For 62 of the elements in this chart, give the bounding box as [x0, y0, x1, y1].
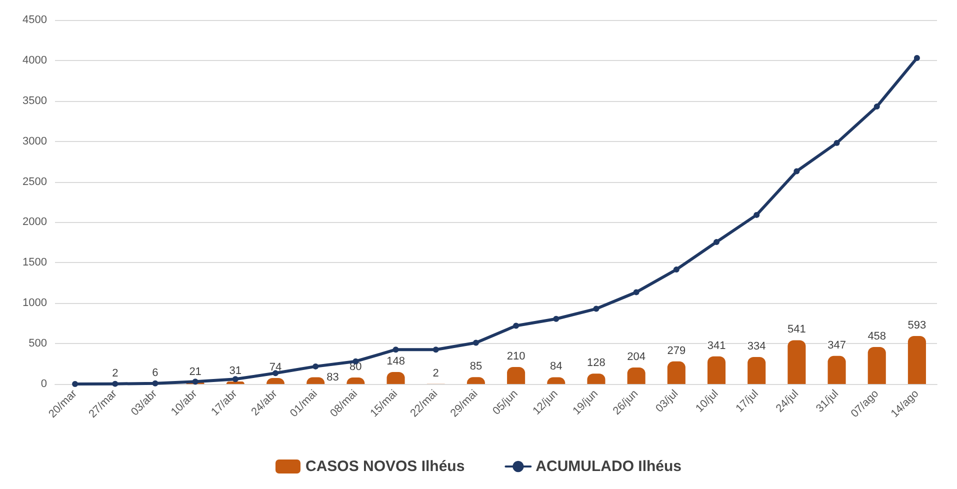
data-label: 279: [667, 344, 686, 357]
data-label: 334: [747, 340, 766, 352]
point: [112, 380, 118, 387]
point: [472, 340, 479, 346]
y-tick-label: 4000: [22, 54, 47, 66]
point: [794, 168, 800, 174]
bar: [748, 356, 766, 384]
data-label: 341: [707, 340, 726, 352]
y-tick-label: 1000: [22, 297, 47, 310]
data-label: 541: [788, 324, 806, 336]
bar: [667, 361, 686, 384]
y-tick-label: 2000: [22, 216, 47, 228]
point: [593, 306, 600, 312]
point: [834, 140, 840, 146]
point: [714, 239, 720, 246]
data-label: 31: [229, 364, 242, 377]
point: [192, 378, 198, 385]
bar: [868, 346, 886, 384]
data-label: 210: [506, 350, 526, 363]
data-label: 84: [550, 360, 562, 373]
point: [754, 212, 760, 218]
point: [392, 346, 399, 353]
point: [874, 104, 880, 110]
data-label: 85: [470, 360, 482, 373]
point: [312, 363, 319, 370]
data-label: 347: [828, 339, 846, 352]
bar: [507, 367, 526, 384]
y-tick-label: 1500: [22, 256, 47, 269]
data-label: 2: [432, 367, 439, 380]
data-label: 593: [908, 320, 926, 332]
data-label: 148: [386, 356, 405, 368]
data-label: 83: [326, 372, 339, 384]
y-tick-label: 3000: [22, 135, 47, 148]
legend-label: ACUMULADO Ilhéus: [536, 458, 682, 475]
point: [914, 55, 920, 62]
point: [673, 266, 680, 273]
point: [72, 381, 78, 387]
data-label: 458: [868, 330, 886, 342]
point: [272, 370, 278, 376]
data-label: 74: [269, 362, 282, 374]
y-tick-label: 500: [28, 338, 47, 350]
point: [432, 346, 439, 353]
data-label: 128: [587, 357, 606, 370]
point: [152, 380, 158, 386]
bar: [707, 356, 726, 384]
point: [513, 322, 520, 329]
bar: [627, 368, 646, 384]
y-tick-label: 4500: [22, 14, 47, 26]
y-tick-label: 3500: [22, 94, 47, 107]
data-label: 21: [189, 366, 202, 378]
data-label: 2: [112, 367, 118, 380]
bar: [908, 336, 926, 384]
bar: [788, 340, 806, 384]
data-label: 6: [152, 367, 158, 380]
y-tick-label: 0: [40, 378, 47, 390]
data-label: 204: [627, 351, 646, 363]
point: [553, 316, 560, 322]
point: [232, 376, 238, 382]
point: [633, 289, 640, 296]
y-tick-label: 2500: [22, 176, 47, 188]
legend-label: CASOS NOVOS Ilhéus: [305, 458, 465, 475]
bar: [828, 356, 846, 384]
